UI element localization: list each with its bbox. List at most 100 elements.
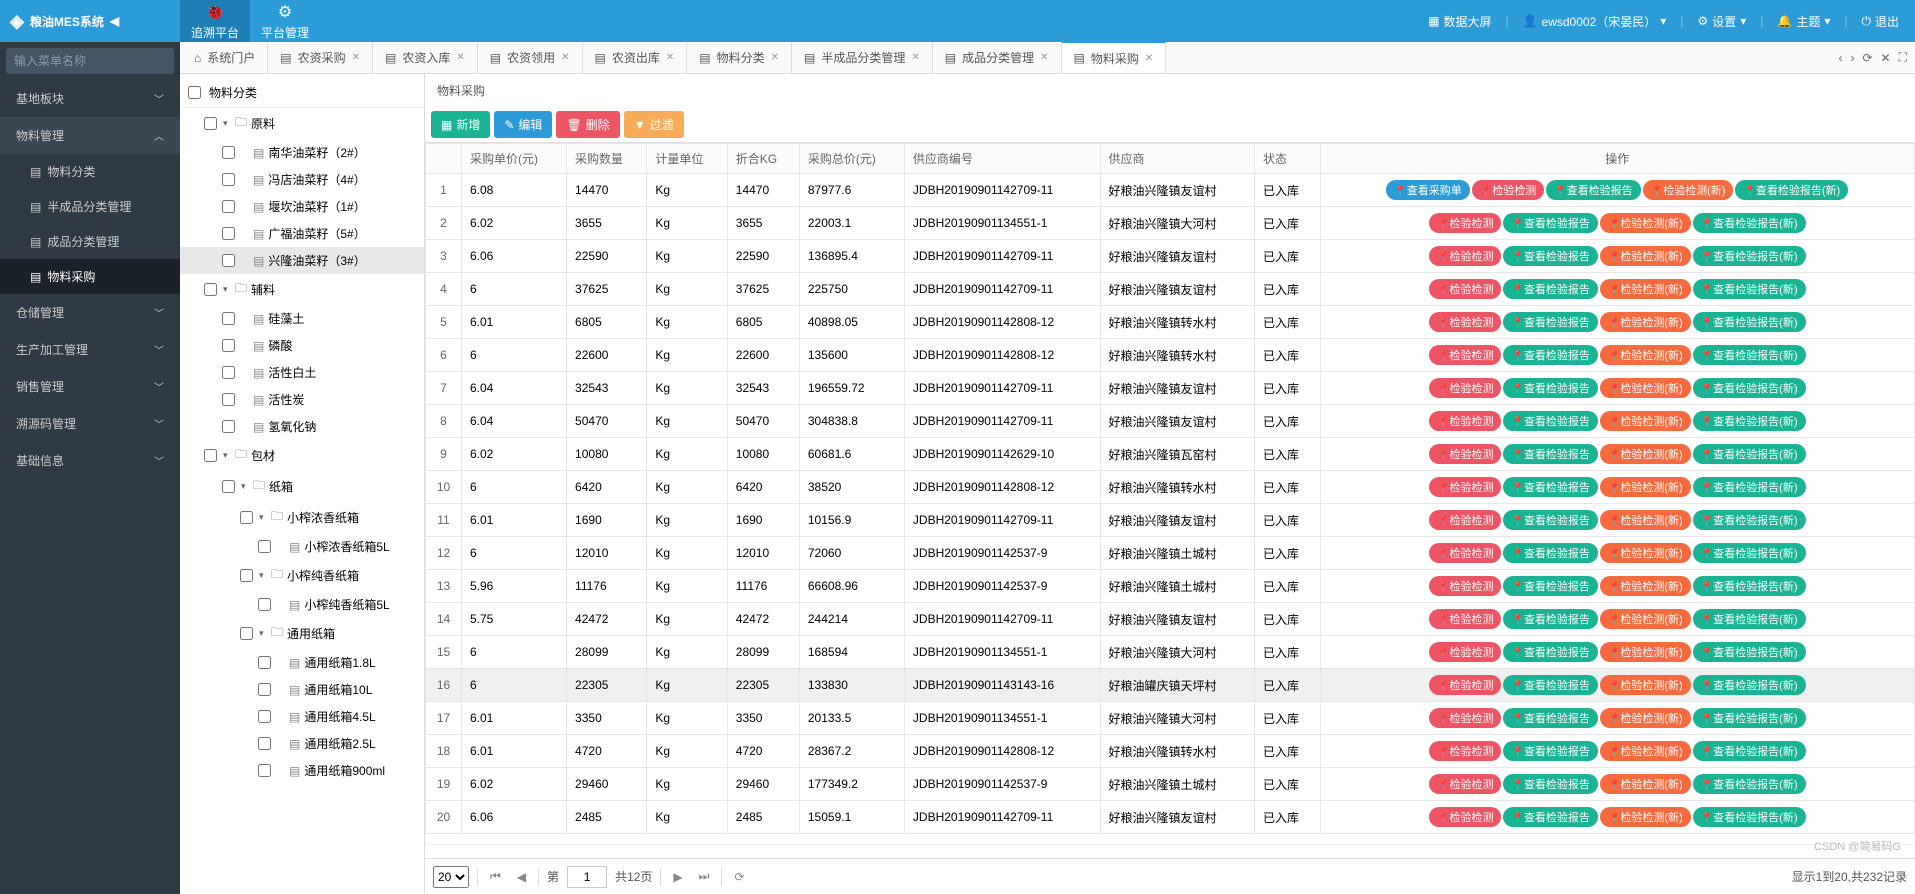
table-row[interactable]: 176.013350Kg335020133.5JDBH2019090113455…	[426, 702, 1915, 735]
tree-checkbox[interactable]	[258, 710, 271, 723]
inspect-new-pill[interactable]: 📍检验检测(新)	[1600, 708, 1691, 728]
view-report-pill[interactable]: 📍查看检验报告	[1503, 411, 1597, 431]
inspect-pill[interactable]: 📍检验检测	[1429, 213, 1501, 233]
tree-checkbox[interactable]	[222, 146, 235, 159]
inspect-new-pill[interactable]: 📍检验检测(新)	[1600, 411, 1691, 431]
col-header[interactable]: 折合KG	[727, 144, 799, 174]
pager-last-icon[interactable]: ⏭	[695, 869, 714, 884]
inspect-pill[interactable]: 📍检验检测	[1429, 609, 1501, 629]
inspect-new-pill[interactable]: 📍检验检测(新)	[1600, 642, 1691, 662]
view-report-new-pill[interactable]: 📍查看检验报告(新)	[1693, 741, 1806, 761]
submenu-物料采购[interactable]: ▤物料采购	[0, 259, 180, 294]
inspect-pill[interactable]: 📍检验检测	[1429, 444, 1501, 464]
inspect-pill[interactable]: 📍检验检测	[1429, 312, 1501, 332]
view-report-new-pill[interactable]: 📍查看检验报告(新)	[1693, 477, 1806, 497]
tree-node[interactable]: ▾🗀通用纸箱	[180, 618, 424, 649]
delete-button[interactable]: 🗑 删除	[556, 111, 619, 138]
tree-node[interactable]: ▤通用纸箱900ml	[180, 757, 424, 784]
submenu-成品分类管理[interactable]: ▤成品分类管理	[0, 224, 180, 259]
inspect-pill[interactable]: 📍检验检测	[1429, 246, 1501, 266]
tree-node[interactable]: ▤南华油菜籽（2#）	[180, 139, 424, 166]
tree-checkbox[interactable]	[222, 339, 235, 352]
table-row[interactable]: 135.9611176Kg1117666608.96JDBH2019090114…	[426, 570, 1915, 603]
view-report-new-pill[interactable]: 📍查看检验报告(新)	[1693, 510, 1806, 530]
settings-menu[interactable]: ⚙ 设置 ▾	[1697, 13, 1746, 30]
tree-node[interactable]: ▾🗀小榨浓香纸箱	[180, 502, 424, 533]
tree-checkbox[interactable]	[204, 117, 217, 130]
tree-node[interactable]: ▤磷酸	[180, 332, 424, 359]
view-report-new-pill[interactable]: 📍查看检验报告(新)	[1693, 675, 1806, 695]
col-header[interactable]: 操作	[1320, 144, 1914, 174]
horizontal-scrollbar[interactable]	[425, 844, 1915, 858]
view-report-pill[interactable]: 📍查看检验报告	[1503, 345, 1597, 365]
view-report-pill[interactable]: 📍查看检验报告	[1503, 477, 1597, 497]
tree-node[interactable]: ▤活性白土	[180, 359, 424, 386]
inspect-new-pill[interactable]: 📍检验检测(新)	[1600, 543, 1691, 563]
inspect-new-pill[interactable]: 📍检验检测(新)	[1600, 444, 1691, 464]
inspect-pill[interactable]: 📍检验检测	[1472, 180, 1544, 200]
dashboard-link[interactable]: ▦ 数据大屏	[1428, 13, 1491, 30]
inspect-pill[interactable]: 📍检验检测	[1429, 543, 1501, 563]
menu-仓储管理[interactable]: 仓储管理﹀	[0, 294, 180, 331]
view-report-new-pill[interactable]: 📍查看检验报告(新)	[1693, 213, 1806, 233]
tree-checkbox[interactable]	[240, 511, 253, 524]
user-menu[interactable]: 👤 ewsd0002（宋晏民） ▾	[1523, 13, 1667, 30]
pager-prev-icon[interactable]: ◀	[513, 870, 530, 884]
table-row[interactable]: 1066420Kg642038520JDBH20190901142808-12好…	[426, 471, 1915, 504]
tree-node[interactable]: ▾🗀包材	[180, 440, 424, 471]
inspect-pill[interactable]: 📍检验检测	[1429, 279, 1501, 299]
tree-node[interactable]: ▤通用纸箱1.8L	[180, 649, 424, 676]
add-button[interactable]: ▦ 新增	[431, 111, 490, 138]
table-row[interactable]: 15628099Kg28099168594JDBH20190901134551-…	[426, 636, 1915, 669]
tree-checkbox[interactable]	[222, 200, 235, 213]
table-row[interactable]: 196.0229460Kg29460177349.2JDBH2019090114…	[426, 768, 1915, 801]
tree-checkbox[interactable]	[258, 764, 271, 777]
menu-溯源码管理[interactable]: 溯源码管理﹀	[0, 405, 180, 442]
view-report-pill[interactable]: 📍查看检验报告	[1546, 180, 1640, 200]
tree-node[interactable]: ▤兴隆油菜籽（3#）	[180, 247, 424, 274]
view-report-pill[interactable]: 📍查看检验报告	[1503, 543, 1597, 563]
inspect-new-pill[interactable]: 📍检验检测(新)	[1600, 345, 1691, 365]
view-report-pill[interactable]: 📍查看检验报告	[1503, 642, 1597, 662]
inspect-pill[interactable]: 📍检验检测	[1429, 675, 1501, 695]
tree-node[interactable]: ▾🗀小榨纯香纸箱	[180, 560, 424, 591]
tab-物料采购[interactable]: ▤物料采购✕	[1062, 42, 1167, 73]
inspect-pill[interactable]: 📍检验检测	[1429, 510, 1501, 530]
tab-农资采购[interactable]: ▤农资采购✕	[268, 42, 373, 73]
view-report-new-pill[interactable]: 📍查看检验报告(新)	[1693, 312, 1806, 332]
tab-物料分类[interactable]: ▤物料分类✕	[687, 42, 792, 73]
page-size-select[interactable]: 20	[433, 866, 469, 888]
view-report-pill[interactable]: 📍查看检验报告	[1503, 279, 1597, 299]
tab-close-icon[interactable]: ✕	[771, 52, 779, 63]
view-report-pill[interactable]: 📍查看检验报告	[1503, 312, 1597, 332]
tree-checkbox[interactable]	[222, 393, 235, 406]
tree-node[interactable]: ▾🗀纸箱	[180, 471, 424, 502]
tree-node[interactable]: ▤小榨浓香纸箱5L	[180, 533, 424, 560]
collapse-icon[interactable]: ◀	[110, 14, 119, 28]
tree-node[interactable]: ▤广福油菜籽（5#）	[180, 220, 424, 247]
tab-农资入库[interactable]: ▤农资入库✕	[373, 42, 478, 73]
view-report-new-pill[interactable]: 📍查看检验报告(新)	[1693, 708, 1806, 728]
inspect-pill[interactable]: 📍检验检测	[1429, 807, 1501, 827]
view-report-new-pill[interactable]: 📍查看检验报告(新)	[1693, 411, 1806, 431]
view-report-pill[interactable]: 📍查看检验报告	[1503, 246, 1597, 266]
table-row[interactable]: 145.7542472Kg42472244214JDBH201909011427…	[426, 603, 1915, 636]
inspect-new-pill[interactable]: 📍检验检测(新)	[1600, 774, 1691, 794]
view-report-pill[interactable]: 📍查看检验报告	[1503, 774, 1597, 794]
view-report-pill[interactable]: 📍查看检验报告	[1503, 807, 1597, 827]
tree-node[interactable]: ▤氢氧化钠	[180, 413, 424, 440]
tab-close-icon[interactable]: ✕	[1040, 52, 1048, 63]
view-report-new-pill[interactable]: 📍查看检验报告(新)	[1693, 345, 1806, 365]
tab-prev-icon[interactable]: ‹	[1838, 51, 1842, 65]
menu-基地板块[interactable]: 基地板块﹀	[0, 80, 180, 117]
inspect-pill[interactable]: 📍检验检测	[1429, 477, 1501, 497]
tab-农资领用[interactable]: ▤农资领用✕	[478, 42, 583, 73]
tree-node[interactable]: ▤堰坎油菜籽（1#）	[180, 193, 424, 220]
view-report-new-pill[interactable]: 📍查看检验报告(新)	[1693, 576, 1806, 596]
tab-close-icon[interactable]: ✕	[666, 52, 674, 63]
inspect-new-pill[interactable]: 📍检验检测(新)	[1600, 213, 1691, 233]
inspect-new-pill[interactable]: 📍检验检测(新)	[1600, 510, 1691, 530]
table-row[interactable]: 186.014720Kg472028367.2JDBH2019090114280…	[426, 735, 1915, 768]
topnav-平台管理[interactable]: ⚙平台管理	[250, 0, 320, 42]
view-report-pill[interactable]: 📍查看检验报告	[1503, 675, 1597, 695]
